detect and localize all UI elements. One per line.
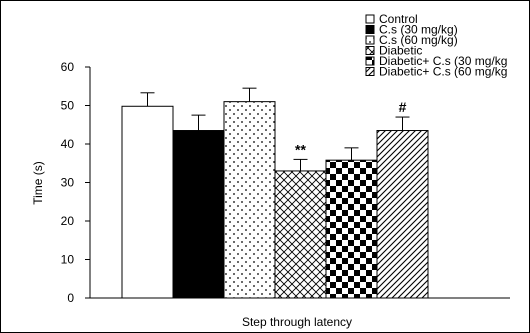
legend-swatch [365, 67, 375, 76]
bars-group [121, 101, 429, 299]
significance-marker: ** [295, 141, 306, 157]
y-axis-title: Time (s) [31, 161, 45, 205]
legend-swatch [365, 25, 375, 34]
x-axis-title: Step through latency [242, 315, 352, 329]
bar [376, 130, 429, 299]
legend-label: Diabetic [379, 44, 422, 58]
bar [223, 101, 276, 299]
y-tick-label: 10 [61, 253, 75, 267]
legend-label: C.s (30 mg/kg) [379, 23, 458, 37]
y-tick-label: 20 [61, 214, 75, 228]
bar [172, 130, 225, 299]
bar [121, 105, 174, 299]
legend-swatch [365, 14, 375, 24]
legend-label: Diabetic+ C.s (60 mg/kg [379, 65, 507, 79]
annotations-group: ** # [295, 99, 407, 157]
y-tick-label: 60 [61, 60, 75, 74]
significance-marker: # [399, 99, 407, 115]
legend-swatch [365, 35, 375, 45]
y-tick-label: 50 [61, 99, 75, 113]
y-tick-label: 0 [67, 291, 74, 305]
legend-label: Diabetic+ C.s (30 mg/kg [379, 54, 507, 68]
bar [274, 170, 327, 299]
error-bars-group [140, 87, 410, 171]
legend-label: Control [379, 12, 418, 26]
y-tick-group: 0 10 20 30 40 50 60 [61, 60, 90, 305]
legend-label: C.s (60 mg/kg) [379, 33, 458, 47]
bar [325, 159, 378, 299]
legend-swatch [365, 56, 375, 66]
y-tick-label: 40 [61, 137, 75, 151]
y-tick-label: 30 [61, 176, 75, 190]
legend-swatch [365, 46, 375, 55]
